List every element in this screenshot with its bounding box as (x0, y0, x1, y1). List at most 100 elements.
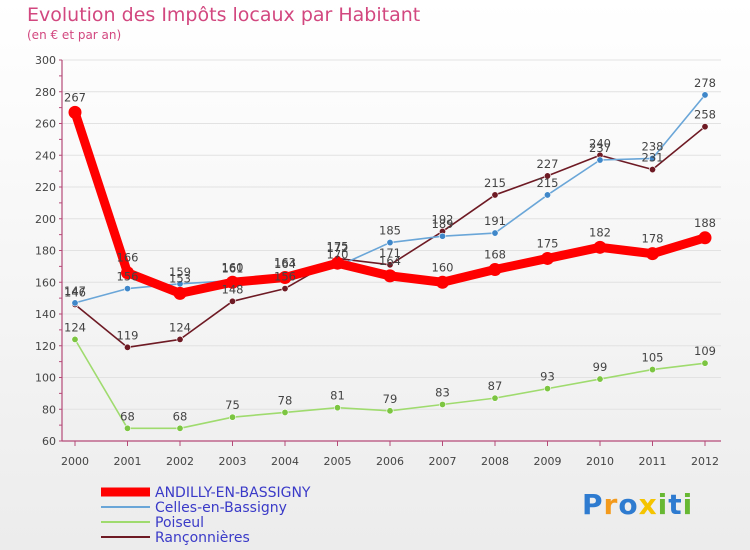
legend-label: Poiseul (155, 515, 204, 531)
y-tick-label: 140 (35, 308, 56, 321)
x-tick-label: 2008 (481, 455, 509, 468)
data-point (701, 91, 709, 99)
y-tick-label: 80 (42, 403, 56, 416)
data-point (176, 424, 184, 432)
data-label: 278 (694, 76, 716, 90)
data-label: 238 (642, 139, 664, 153)
data-label: 215 (484, 176, 506, 190)
data-label: 148 (222, 282, 244, 296)
data-label: 182 (589, 225, 611, 239)
y-tick-label: 60 (42, 435, 56, 448)
x-tick-label: 2001 (114, 455, 142, 468)
y-tick-label: 220 (35, 181, 56, 194)
data-label: 160 (432, 260, 454, 274)
data-point (543, 385, 551, 393)
x-tick-label: 2009 (534, 455, 562, 468)
data-label: 267 (64, 90, 86, 104)
page-title: Evolution des Impôts locaux par Habitant (27, 4, 421, 26)
data-label: 178 (642, 232, 664, 246)
logo-letter: P (582, 488, 604, 521)
y-tick-label: 100 (35, 372, 56, 385)
data-label: 192 (432, 212, 454, 226)
page-subtitle: (en € et par an) (27, 28, 122, 42)
data-label: 231 (642, 151, 664, 165)
data-point (491, 191, 499, 199)
data-point (646, 247, 659, 261)
data-label: 166 (117, 251, 139, 265)
x-tick-label: 2003 (219, 455, 247, 468)
data-label: 160 (222, 260, 244, 274)
data-label: 105 (642, 351, 664, 365)
data-label: 172 (327, 241, 349, 255)
logo-letter: i (682, 488, 694, 521)
data-point (176, 335, 184, 343)
data-label: 153 (169, 271, 191, 285)
data-point (438, 232, 446, 240)
legend-label: Celles-en-Bassigny (155, 500, 287, 516)
legend-label: ANDILLY-EN-BASSIGNY (155, 485, 311, 501)
data-label: 99 (593, 360, 608, 374)
data-point (281, 285, 289, 293)
x-tick-label: 2002 (166, 455, 194, 468)
data-label: 170 (327, 247, 349, 261)
logo-letter: x (638, 488, 658, 521)
data-point (386, 407, 394, 415)
data-label: 124 (169, 320, 191, 334)
data-label: 188 (694, 216, 716, 230)
y-tick-label: 240 (35, 149, 56, 162)
y-tick-label: 160 (35, 276, 56, 289)
data-label: 164 (379, 254, 401, 268)
data-point (543, 172, 551, 180)
y-tick-label: 300 (35, 54, 56, 67)
data-point (121, 266, 134, 280)
data-point (333, 404, 341, 412)
data-point (648, 166, 656, 174)
x-tick-label: 2004 (271, 455, 299, 468)
legend-label: Rançonnières (155, 530, 250, 546)
proxiti-logo: Proxiti (582, 488, 693, 521)
data-label: 227 (537, 157, 559, 171)
data-label: 109 (694, 344, 716, 358)
data-point (281, 408, 289, 416)
data-label: 175 (537, 236, 559, 250)
logo-text: Proxiti (582, 488, 693, 521)
data-point (124, 424, 132, 432)
data-label: 175 (327, 239, 349, 253)
data-label: 215 (537, 176, 559, 190)
x-tick-label: 2000 (61, 455, 89, 468)
data-point (698, 231, 712, 245)
logo-letter: r (603, 488, 619, 521)
data-point (701, 123, 709, 131)
data-point (278, 270, 292, 284)
data-label: 146 (64, 285, 86, 299)
data-point (124, 343, 132, 351)
data-point (173, 286, 187, 300)
x-tick-label: 2007 (429, 455, 457, 468)
data-label: 168 (484, 248, 506, 262)
data-point (543, 191, 551, 199)
data-point (386, 239, 394, 247)
series-line-poiseul (74, 338, 706, 430)
data-label: 75 (225, 398, 240, 412)
data-label: 164 (274, 257, 296, 271)
x-tick-label: 2012 (691, 455, 719, 468)
data-label: 79 (383, 392, 398, 406)
data-label: 163 (274, 255, 296, 269)
data-point (648, 154, 656, 162)
data-label: 81 (330, 389, 345, 403)
data-label: 68 (173, 409, 188, 423)
data-label: 189 (432, 217, 454, 231)
data-label: 156 (117, 270, 139, 284)
data-point (541, 251, 554, 265)
data-point (331, 256, 344, 270)
y-tick-label: 180 (35, 245, 56, 258)
data-point (488, 263, 502, 277)
data-label: 78 (278, 393, 293, 407)
data-label: 258 (694, 108, 716, 122)
data-label: 185 (379, 224, 401, 238)
data-point (593, 240, 607, 254)
data-label: 68 (120, 409, 135, 423)
data-point (491, 229, 499, 237)
y-tick-label: 120 (35, 340, 56, 353)
data-point (71, 335, 79, 343)
